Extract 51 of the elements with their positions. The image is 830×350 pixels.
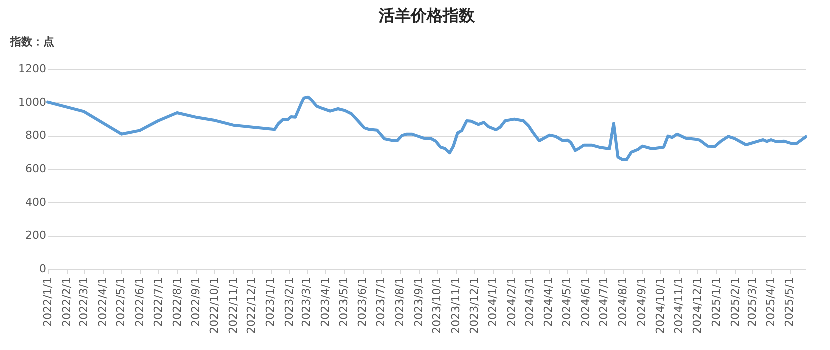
x-tick-label: 2024/4/1 (542, 278, 556, 327)
x-tick-label: 2024/8/1 (616, 278, 630, 327)
x-tick-label: 2024/10/1 (654, 278, 667, 334)
y-tick-label: 200 (26, 229, 46, 242)
x-tick-label: 2024/2/1 (506, 278, 519, 327)
x-tick-label: 2025/1/1 (710, 278, 723, 327)
y-tick-label: 600 (26, 162, 46, 176)
x-tick-label: 2023/8/1 (393, 278, 406, 327)
x-tick-label: 2024/3/1 (523, 278, 536, 327)
y-tick-label: 0 (40, 262, 46, 276)
x-tick-label: 2024/9/1 (635, 278, 648, 327)
x-tick-label: 2022/8/1 (170, 278, 184, 327)
x-tick-label: 2023/5/1 (337, 278, 350, 327)
x-tick-label: 2023/7/1 (374, 278, 388, 327)
line-series (46, 96, 808, 162)
x-tick-label: 2025/2/1 (728, 278, 742, 327)
x-tick-label: 2023/10/1 (430, 278, 444, 334)
chart-title: 活羊价格指数 (378, 6, 476, 25)
x-tick-label: 2022/2/1 (60, 278, 74, 327)
x-tick-label: 2024/7/1 (598, 278, 611, 327)
x-tick-label: 2023/4/1 (318, 278, 332, 327)
y-tick-label: 400 (26, 196, 46, 209)
x-tick-label: 2023/6/1 (356, 278, 370, 327)
x-tick-label: 2022/10/1 (208, 278, 221, 334)
x-tick-label: 2023/9/1 (412, 278, 426, 327)
x-tick-label: 2023/2/1 (282, 278, 296, 327)
x-tick-label: 2024/11/1 (672, 278, 686, 334)
x-tick-label: 2022/12/1 (245, 278, 258, 334)
x-tick-label: 2022/1/1 (42, 278, 54, 327)
x-tick-label: 2022/4/1 (96, 278, 110, 327)
x-tick-label: 2023/12/1 (468, 278, 481, 334)
x-tick-label: 2024/6/1 (579, 278, 592, 327)
x-tick-label: 2025/5/1 (783, 278, 796, 327)
x-tick-label: 2022/6/1 (134, 278, 147, 327)
x-tick-label: 2025/4/1 (764, 278, 778, 327)
x-tick-label: 2022/7/1 (152, 278, 165, 327)
x-tick-label: 2023/3/1 (300, 278, 314, 327)
x-tick-label: 2022/11/1 (226, 278, 240, 334)
x-tick-label: 2022/3/1 (77, 278, 90, 327)
y-tick-label: 1200 (18, 62, 46, 76)
x-tick-label: 2024/1/1 (486, 278, 500, 327)
y-tick-label: 800 (26, 129, 46, 142)
x-tick-label: 2023/1/1 (264, 278, 278, 327)
x-tick-label: 2024/5/1 (560, 278, 574, 327)
x-tick-label: 2022/5/1 (114, 278, 128, 327)
x-tick-label: 2022/9/1 (190, 278, 203, 327)
x-tick-label: 2023/11/1 (449, 278, 462, 334)
x-tick-label: 2024/12/1 (690, 278, 704, 334)
y-tick-label: 1000 (18, 96, 46, 109)
x-tick-label: 2025/3/1 (746, 278, 759, 327)
y-axis-title: 指数：点 (10, 36, 54, 48)
